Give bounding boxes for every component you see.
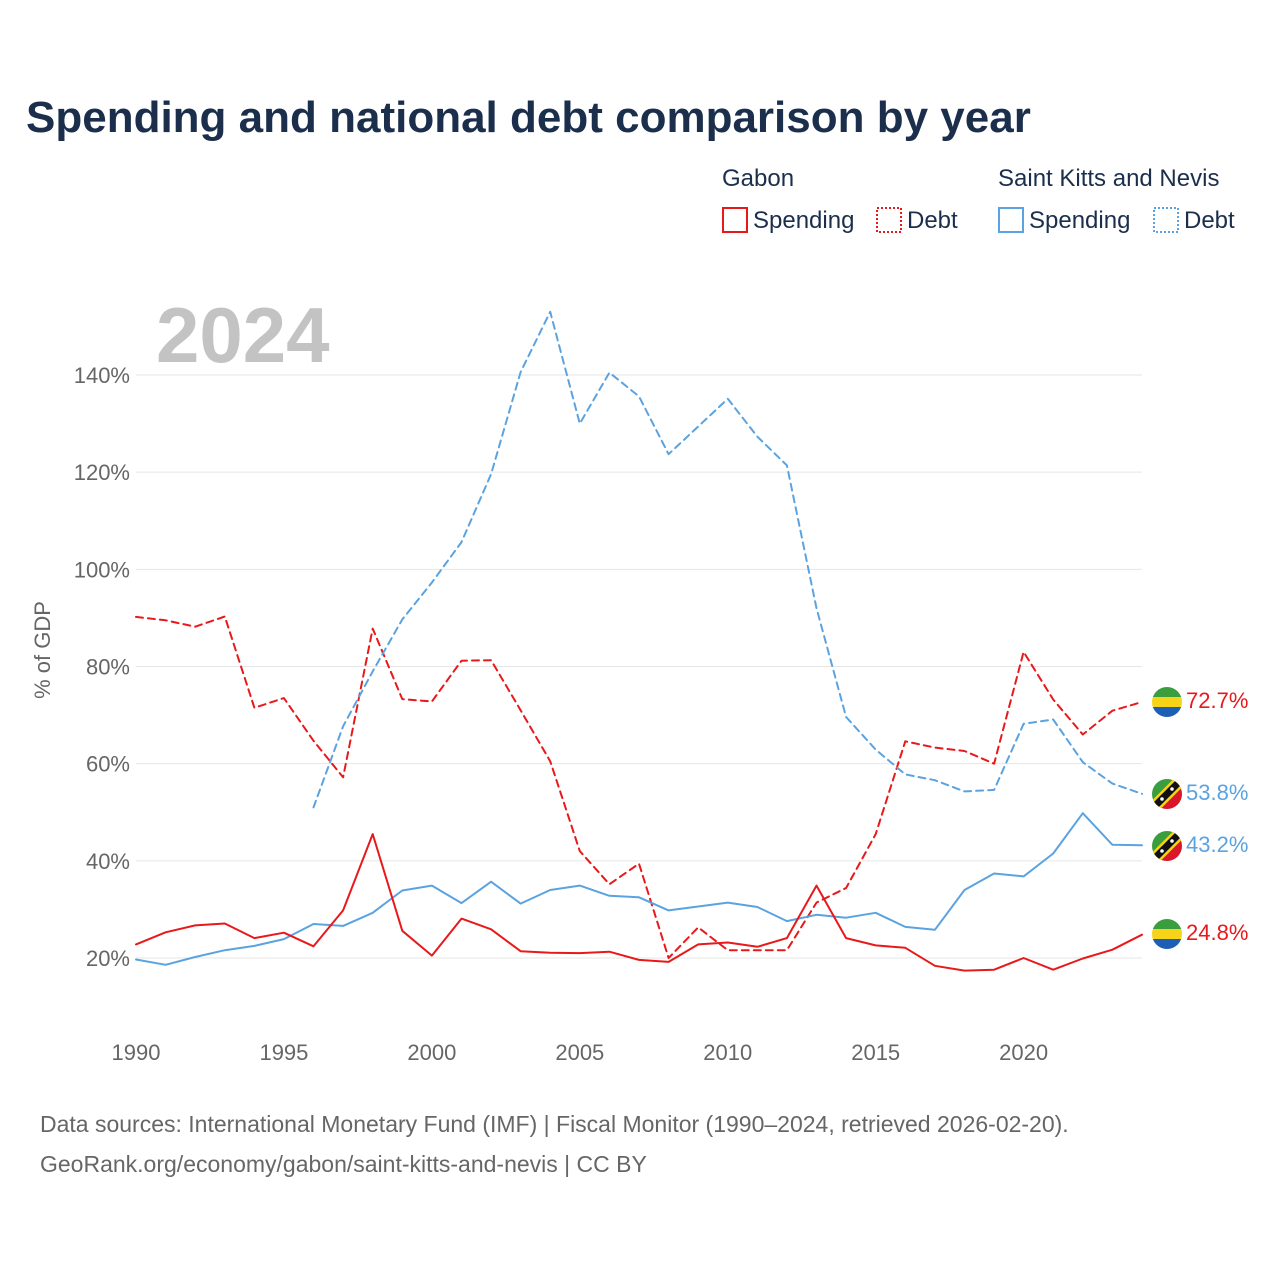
legend-label-skn-debt: Debt — [1184, 207, 1235, 234]
y-tick-label: 20% — [86, 946, 130, 971]
series-line-gabon-spending — [135, 833, 1143, 972]
legend-label-gabon-debt: Debt — [907, 207, 958, 234]
end-label-gabon-debt: 72.7% — [1186, 688, 1248, 713]
grid — [136, 374, 1142, 959]
legend-label-skn-spending: Spending — [1029, 207, 1130, 234]
x-tick-label: 2005 — [555, 1040, 604, 1065]
chart-title: Spending and national debt comparison by… — [26, 93, 1031, 142]
series-line-skn-spending — [135, 812, 1143, 966]
series-line-skn-debt — [312, 310, 1143, 809]
gabon-flag-icon — [1152, 687, 1182, 717]
legend-swatch-skn-debt — [1153, 207, 1179, 233]
legend: Gabon Spending Debt Saint Kitts and Nevi… — [722, 165, 1235, 234]
year-watermark: 2024 — [156, 291, 330, 379]
x-tick-label: 2020 — [999, 1040, 1048, 1065]
source-line-1: Data sources: International Monetary Fun… — [40, 1111, 1069, 1137]
x-tick-label: 2010 — [703, 1040, 752, 1065]
legend-label-gabon-spending: Spending — [753, 207, 854, 234]
y-axis-ticks: 20% 40% 60% 80% 100% 120% 140% — [74, 363, 130, 971]
x-tick-label: 1995 — [259, 1040, 308, 1065]
y-tick-label: 120% — [74, 460, 130, 485]
series-line-gabon-debt — [135, 615, 1143, 959]
end-label-gabon-spending: 24.8% — [1186, 920, 1248, 945]
legend-swatch-gabon-debt — [876, 207, 902, 233]
end-label-skn-debt: 53.8% — [1186, 780, 1248, 805]
y-tick-label: 140% — [74, 363, 130, 388]
x-tick-label: 1990 — [112, 1040, 161, 1065]
saint-kitts-flag-icon — [1152, 831, 1182, 861]
y-axis-label: % of GDP — [30, 601, 55, 699]
series-lines — [135, 310, 1143, 972]
saint-kitts-flag-icon — [1152, 779, 1182, 809]
legend-swatch-skn-spending — [998, 207, 1024, 233]
gabon-flag-icon — [1152, 919, 1182, 949]
y-tick-label: 60% — [86, 752, 130, 777]
x-tick-label: 2000 — [407, 1040, 456, 1065]
source-line-2: GeoRank.org/economy/gabon/saint-kitts-an… — [40, 1151, 647, 1177]
y-tick-label: 40% — [86, 849, 130, 874]
end-label-skn-spending: 43.2% — [1186, 832, 1248, 857]
legend-swatch-gabon-spending — [722, 207, 748, 233]
y-tick-label: 80% — [86, 655, 130, 680]
legend-group-gabon: Gabon — [722, 165, 794, 192]
x-axis-ticks: 1990 1995 2000 2005 2010 2015 2020 — [112, 1040, 1049, 1065]
x-tick-label: 2015 — [851, 1040, 900, 1065]
legend-group-skn: Saint Kitts and Nevis — [998, 165, 1219, 192]
y-tick-label: 100% — [74, 557, 130, 582]
